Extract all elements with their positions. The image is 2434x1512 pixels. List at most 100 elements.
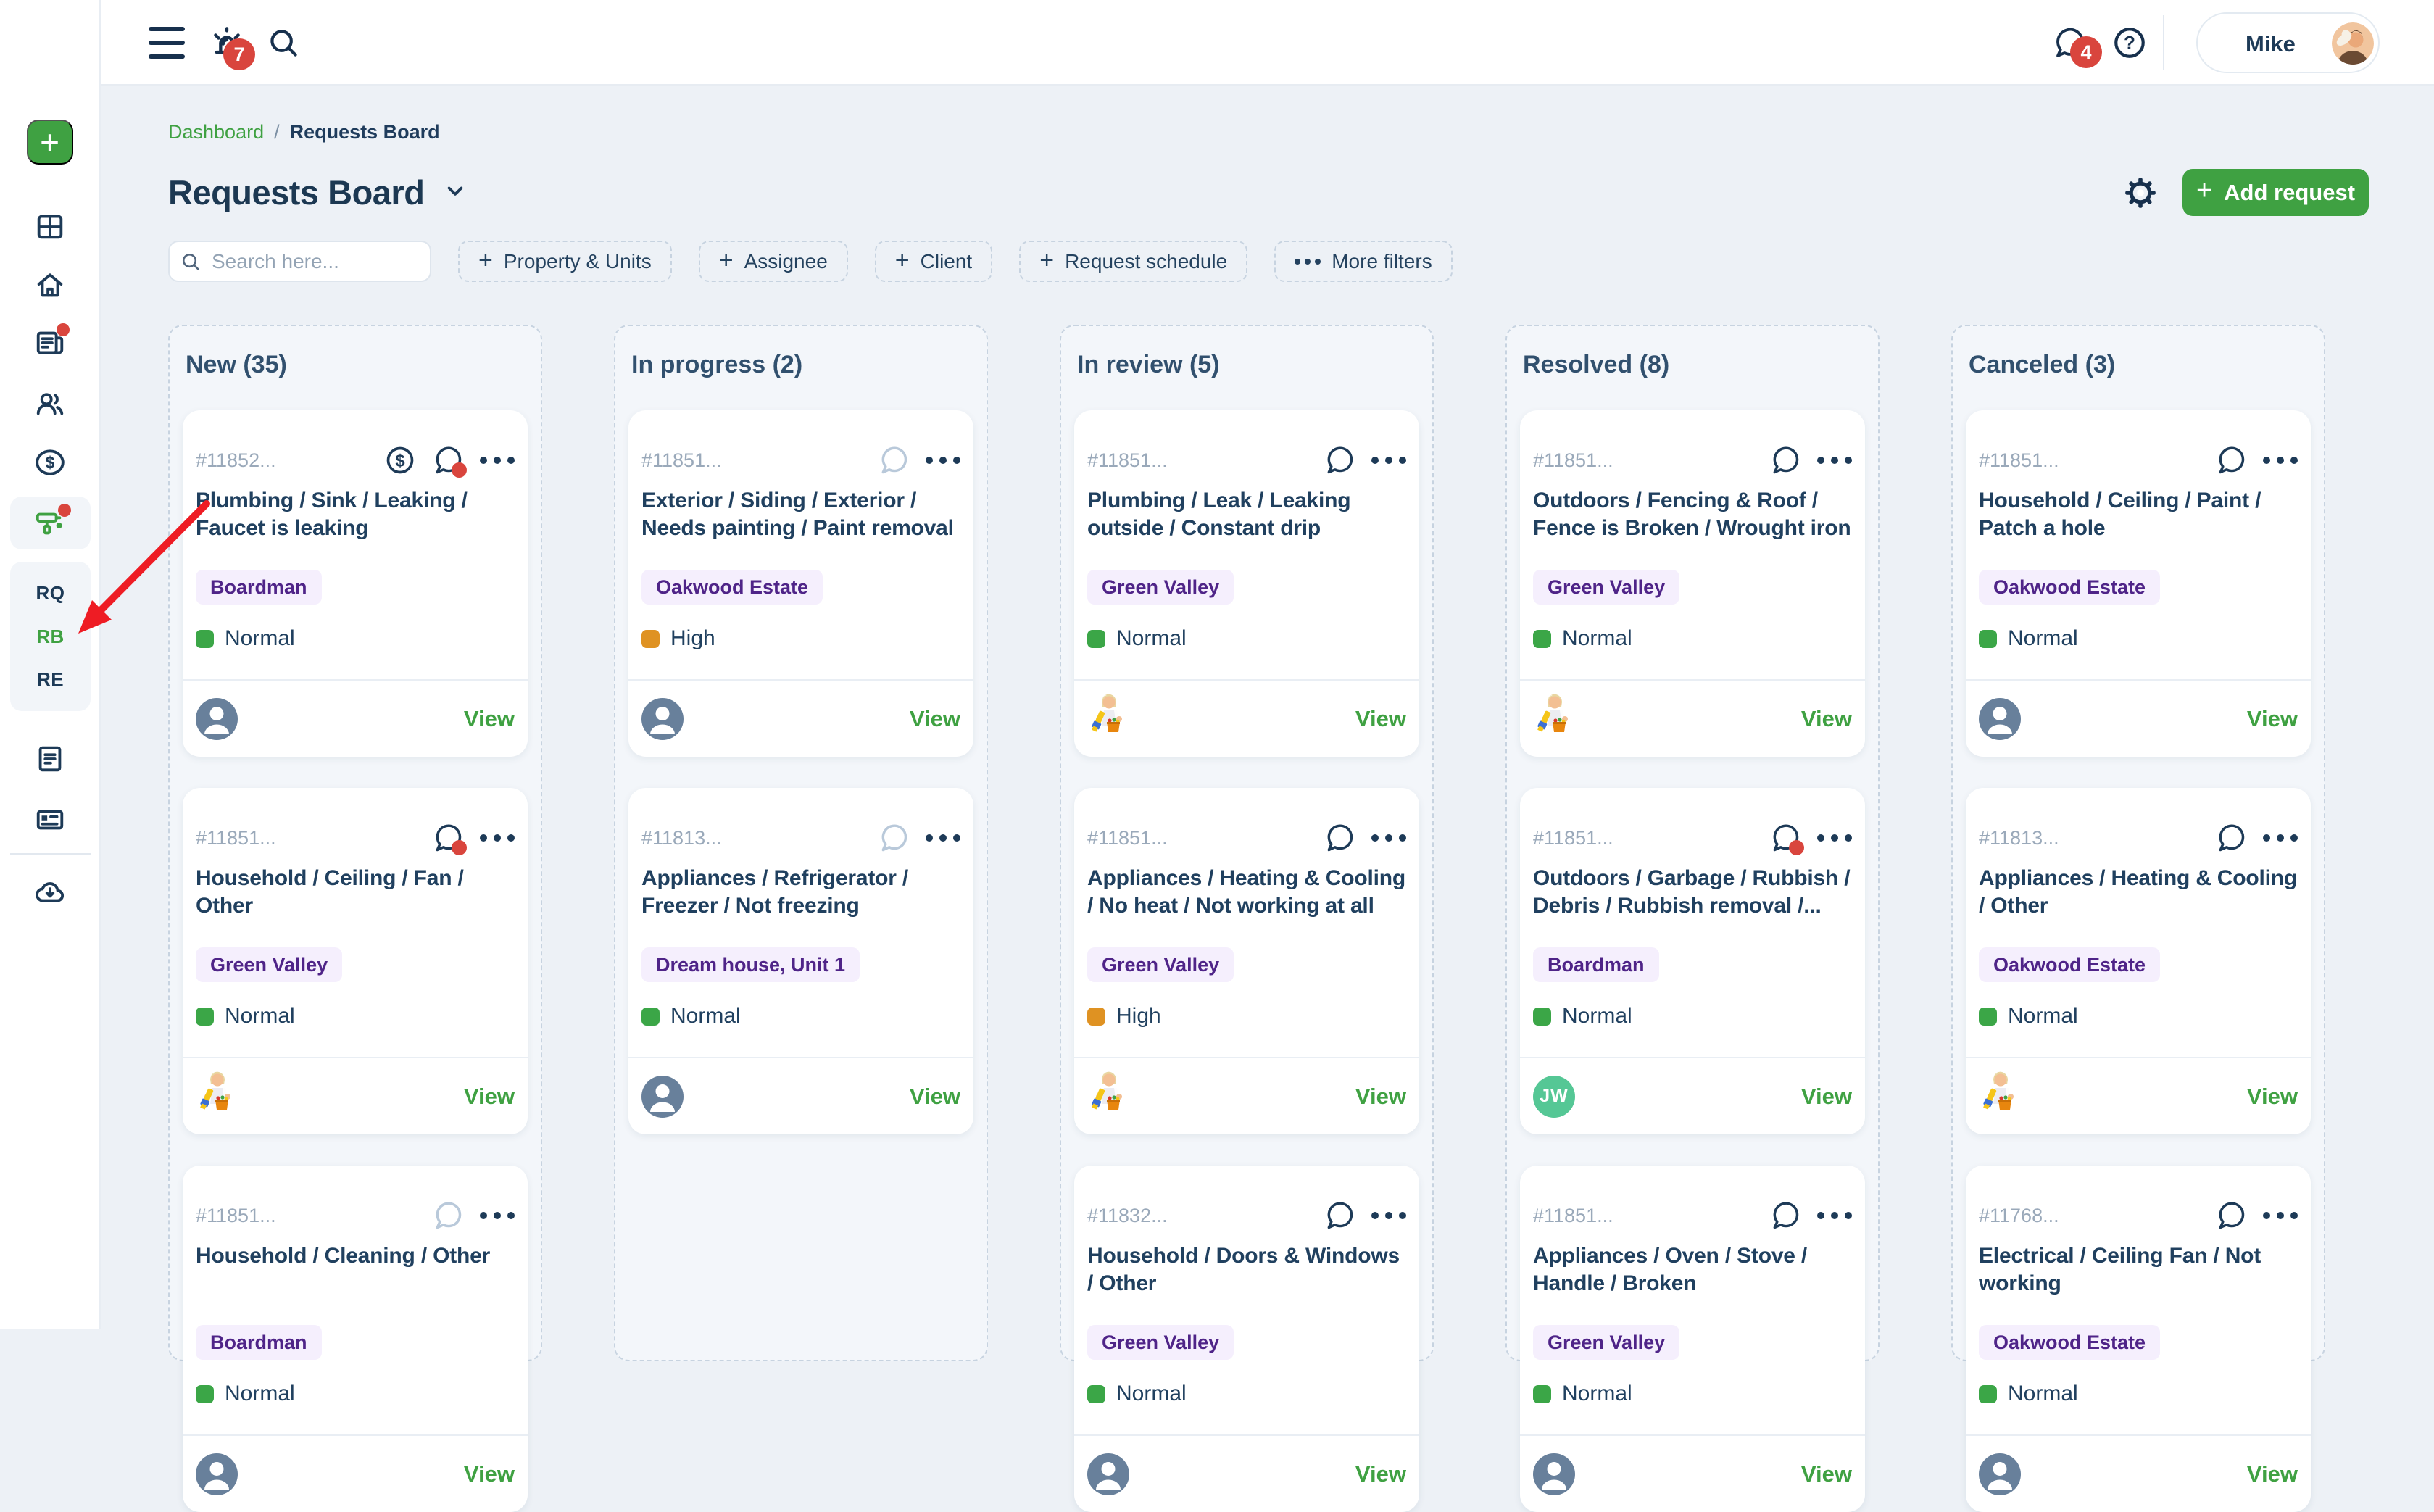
view-link[interactable]: View [1800,1461,1852,1487]
card-menu-button[interactable] [1371,1200,1406,1231]
hamburger-menu-button[interactable] [149,27,185,59]
filter-chip[interactable]: + Client [874,241,993,282]
chat-icon[interactable] [432,444,467,478]
card-menu-button[interactable] [2263,822,2298,854]
card-divider [1074,679,1419,681]
view-link[interactable]: View [2246,1083,2298,1109]
view-link[interactable]: View [463,1083,515,1109]
user-menu[interactable]: Mike [2196,12,2380,73]
request-card[interactable]: #11852... Plumbing / Sink / Leaking / Fa… [183,410,528,757]
dashboard-grid-icon[interactable] [33,210,67,244]
billing-icon[interactable] [33,446,67,479]
chat-icon[interactable] [1769,822,1804,855]
view-link[interactable]: View [2246,1461,2298,1487]
card-menu-button[interactable] [1817,444,1852,476]
assignee-avatar[interactable] [196,1453,238,1495]
assignee-avatar[interactable] [1979,1453,2021,1495]
view-link[interactable]: View [909,705,960,731]
chat-icon[interactable] [1324,1200,1355,1231]
filter-chip[interactable]: + Property & Units [458,241,672,282]
sidebar-shortcut[interactable]: RQ [36,582,65,605]
add-request-button[interactable]: + Add request [2182,169,2369,216]
reports-icon[interactable] [33,803,67,836]
search-input[interactable] [210,249,420,274]
home-icon[interactable] [33,269,67,302]
request-card[interactable]: #11851... Appliances / Oven / Stove / Ha… [1520,1166,1865,1512]
chat-icon[interactable] [1324,822,1355,854]
request-card[interactable]: #11832... Household / Doors & Windows / … [1074,1166,1419,1512]
chat-icon[interactable] [1324,444,1355,476]
request-card[interactable]: #11851... Household / Ceiling / Fan / Ot… [183,788,528,1134]
chat-icon[interactable] [878,444,910,476]
card-menu-button[interactable] [1371,444,1406,476]
board-settings-gear-icon[interactable] [2123,175,2158,210]
priority-label: Normal [1116,1382,1187,1405]
request-card[interactable]: #11851... Outdoors / Garbage / Rubbish /… [1520,788,1865,1134]
request-card[interactable]: #11768... Electrical / Ceiling Fan / Not… [1966,1166,2311,1512]
assignee-avatar[interactable] [1087,693,1131,744]
card-menu-button[interactable] [1371,822,1406,854]
request-card[interactable]: #11851... Appliances / Heating & Cooling… [1074,788,1419,1134]
page-title-dropdown[interactable]: Requests Board [168,173,468,212]
chat-icon[interactable] [1769,1200,1801,1231]
chat-icon[interactable] [432,1200,464,1231]
card-menu-button[interactable] [480,444,515,476]
assignee-avatar[interactable] [1979,697,2021,740]
request-card[interactable]: #11813... Appliances / Refrigerator / Fr… [628,788,973,1134]
card-menu-button[interactable] [480,1200,515,1231]
chat-icon[interactable] [2215,822,2247,854]
request-card[interactable]: #11851... Household / Ceiling / Paint / … [1966,410,2311,757]
assignee-avatar[interactable] [1087,1453,1129,1495]
assignee-avatar[interactable] [196,697,238,740]
assignee-avatar[interactable]: JW [1533,1075,1575,1118]
card-menu-button[interactable] [1817,822,1852,854]
view-link[interactable]: View [909,1083,960,1109]
view-link[interactable]: View [2246,705,2298,731]
sidebar-shortcut[interactable]: RB [36,625,65,647]
request-card[interactable]: #11851... Household / Cleaning / Other B… [183,1166,528,1512]
request-card[interactable]: #11851... Outdoors / Fencing & Roof / Fe… [1520,410,1865,757]
card-menu-button[interactable] [2263,1200,2298,1231]
chat-icon[interactable] [878,822,910,854]
view-link[interactable]: View [1355,1461,1406,1487]
card-menu-button[interactable] [926,444,960,476]
chat-icon[interactable] [432,822,467,855]
documents-icon[interactable] [33,742,67,776]
downloads-icon[interactable] [33,876,67,909]
news-icon[interactable] [33,323,70,360]
card-menu-button[interactable] [480,822,515,854]
assignee-avatar[interactable] [641,697,684,740]
assignee-avatar[interactable] [1087,1071,1131,1122]
assignee-avatar[interactable] [196,1071,239,1122]
help-icon[interactable] [2111,25,2148,61]
assignee-avatar[interactable] [1533,1453,1575,1495]
request-card[interactable]: #11813... Appliances / Heating & Cooling… [1966,788,2311,1134]
assignee-avatar[interactable] [1979,1071,2022,1122]
view-link[interactable]: View [463,705,515,731]
card-menu-button[interactable] [926,822,960,854]
card-menu-button[interactable] [1817,1200,1852,1231]
card-menu-button[interactable] [2263,444,2298,476]
search-icon[interactable] [266,25,301,60]
filter-chip[interactable]: + Assignee [698,241,848,282]
assignee-avatar[interactable] [641,1075,684,1118]
more-filters-button[interactable]: More filters [1274,241,1453,282]
chat-icon[interactable] [2215,1200,2247,1231]
view-link[interactable]: View [1355,1083,1406,1109]
requests-roller-icon[interactable] [33,504,71,540]
chat-icon[interactable] [1769,444,1801,476]
view-link[interactable]: View [1800,705,1852,731]
sidebar-shortcut[interactable]: RE [36,668,65,690]
assignee-avatar[interactable] [1533,693,1577,744]
people-icon[interactable] [33,387,67,420]
filter-chip[interactable]: + Request schedule [1019,241,1248,282]
chat-icon[interactable] [2215,444,2247,476]
request-card[interactable]: #11851... Exterior / Siding / Exterior /… [628,410,973,757]
breadcrumb-dashboard-link[interactable]: Dashboard [168,121,265,143]
sidebar-add-button[interactable]: + [26,120,73,165]
view-link[interactable]: View [1800,1083,1852,1109]
view-link[interactable]: View [1355,705,1406,731]
request-card[interactable]: #11851... Plumbing / Leak / Leaking outs… [1074,410,1419,757]
view-link[interactable]: View [463,1461,515,1487]
search-input-box[interactable] [168,241,431,282]
